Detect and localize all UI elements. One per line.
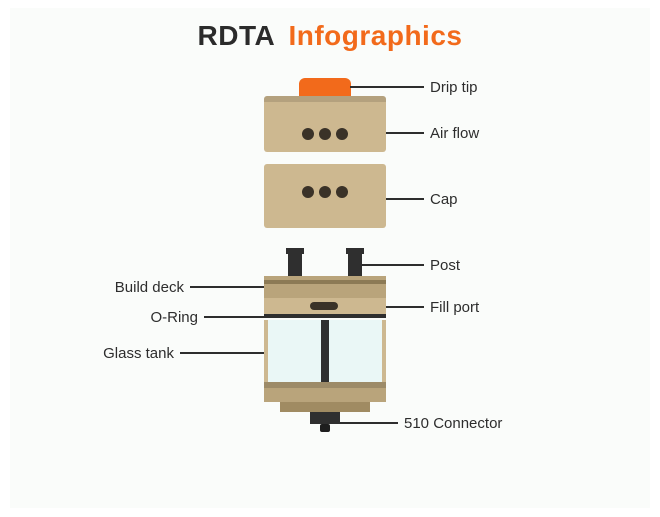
label-post: Post [430, 257, 460, 274]
post-right-shape [348, 252, 362, 276]
leader-glass-tank [180, 352, 264, 354]
label-cap: Cap [430, 191, 458, 208]
center-stem-shape [321, 320, 329, 382]
deck-band [264, 280, 386, 284]
label-glass-tank: Glass tank [103, 345, 174, 362]
label-connector: 510 Connector [404, 415, 502, 432]
o-ring-upper [264, 314, 386, 318]
cap-shape [264, 164, 386, 228]
leader-air-flow [386, 132, 424, 134]
leader-fill-port [386, 306, 424, 308]
label-fill-port: Fill port [430, 299, 479, 316]
label-drip-tip: Drip tip [430, 79, 478, 96]
post-left-shape [288, 252, 302, 276]
base-step-shape [280, 402, 370, 412]
airflow-hole [302, 128, 314, 140]
diagram-stage: Drip tip Air flow Cap Post Fill port 510… [10, 8, 650, 508]
leader-o-ring [204, 316, 264, 318]
leader-cap [386, 198, 424, 200]
airflow-cap-shape [264, 96, 386, 152]
drip-tip-shape [299, 78, 351, 96]
cap-hole [336, 186, 348, 198]
cap-hole [302, 186, 314, 198]
infographic-canvas: RDTA Infographics [10, 8, 650, 508]
cap-hole [319, 186, 331, 198]
cap-holes [302, 186, 348, 198]
connector-pin-shape [320, 424, 330, 432]
leader-build-deck [190, 286, 264, 288]
connector-shape [310, 412, 340, 424]
airflow-hole [336, 128, 348, 140]
base-shade [264, 382, 386, 388]
leader-connector [340, 422, 398, 424]
label-o-ring: O-Ring [150, 309, 198, 326]
airflow-hole [319, 128, 331, 140]
build-deck-shape [264, 276, 386, 300]
leader-post [362, 264, 424, 266]
base-shape [264, 382, 386, 402]
leader-drip-tip [350, 86, 424, 88]
label-build-deck: Build deck [115, 279, 184, 296]
cap-top-shade [264, 96, 386, 102]
label-air-flow: Air flow [430, 125, 479, 142]
fill-port-shape [310, 302, 338, 310]
airflow-holes [302, 128, 348, 140]
